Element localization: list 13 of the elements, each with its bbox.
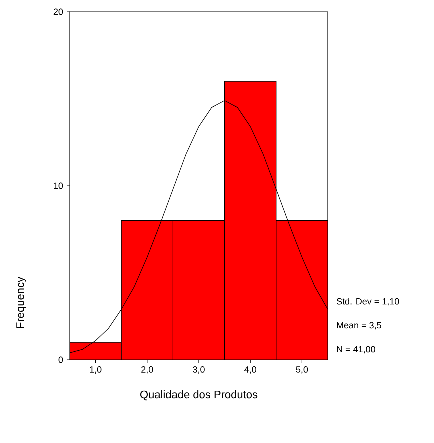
- x-axis-title: Qualidade dos Produtos: [140, 390, 258, 401]
- text: N = 41,00: [337, 346, 376, 354]
- y-tick-label: 0: [58, 356, 64, 364]
- y-tick-label: 10: [54, 182, 64, 190]
- x-tick-label: 4,0: [244, 366, 257, 374]
- x-tick-label: 3,0: [193, 366, 205, 374]
- x-tick-label: 1,0: [90, 366, 102, 374]
- y-tick-label: 20: [54, 8, 64, 16]
- y-axis-title: Frequency: [16, 277, 26, 328]
- text: Std. Dev = 1,10: [336, 298, 400, 306]
- x-tick-label: 2,0: [142, 366, 154, 374]
- text: Mean = 3,5: [337, 322, 382, 330]
- x-tick-label: 5,0: [296, 366, 308, 374]
